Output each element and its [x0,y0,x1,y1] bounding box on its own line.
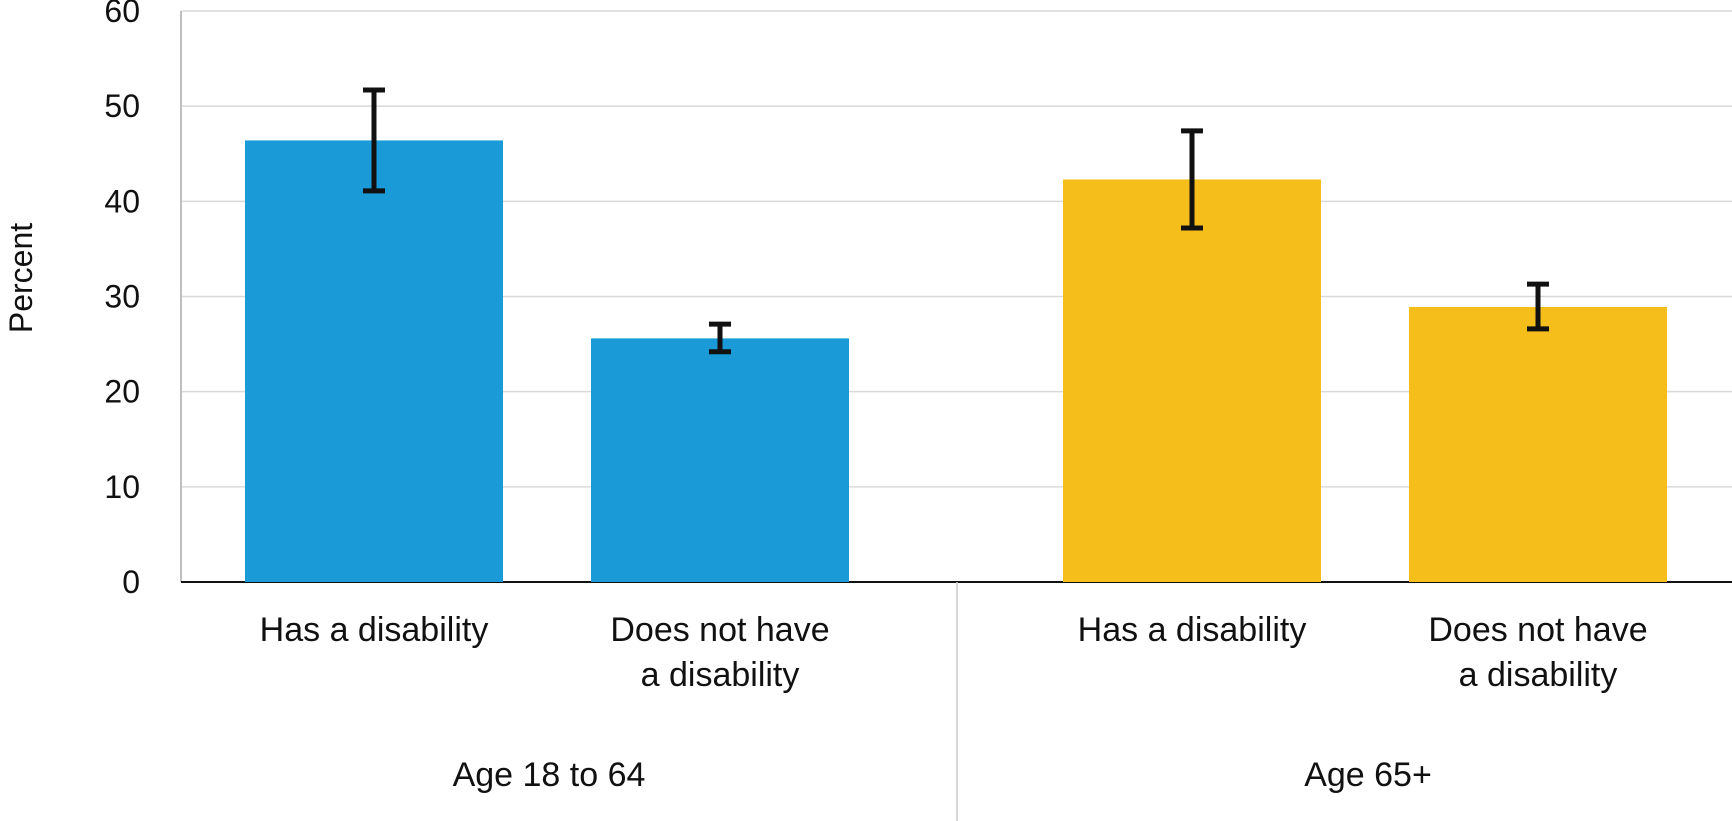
category-label: Has a disability [1078,611,1307,649]
y-tick-label: 20 [104,374,140,410]
y-tick-label: 30 [104,279,140,315]
y-tick-label: 0 [122,564,140,600]
category-label: a disability [1459,656,1618,694]
y-tick-label: 40 [104,183,140,219]
y-tick-label: 50 [104,88,140,124]
category-label: Does not have [610,611,829,649]
y-tick-label: 10 [104,469,140,505]
y-tick-labels: 0 10 20 30 40 50 60 [104,0,140,600]
bar [1409,306,1667,582]
group-label: Age 65+ [1304,756,1432,794]
group-label: Age 18 to 64 [453,756,646,794]
y-axis-title: Percent [3,223,39,333]
category-label: Does not have [1428,611,1647,649]
bar [591,338,849,582]
y-tick-label: 60 [104,0,140,29]
bar [1063,179,1321,582]
group-labels: Age 18 to 64 Age 65+ [453,756,1432,794]
error-bars [363,87,1549,355]
bars [245,140,1667,582]
category-labels: Has a disability Does not have a disabilit… [260,611,1648,694]
category-label: Has a disability [260,611,489,649]
category-label: a disability [641,656,800,694]
bar [245,140,503,582]
